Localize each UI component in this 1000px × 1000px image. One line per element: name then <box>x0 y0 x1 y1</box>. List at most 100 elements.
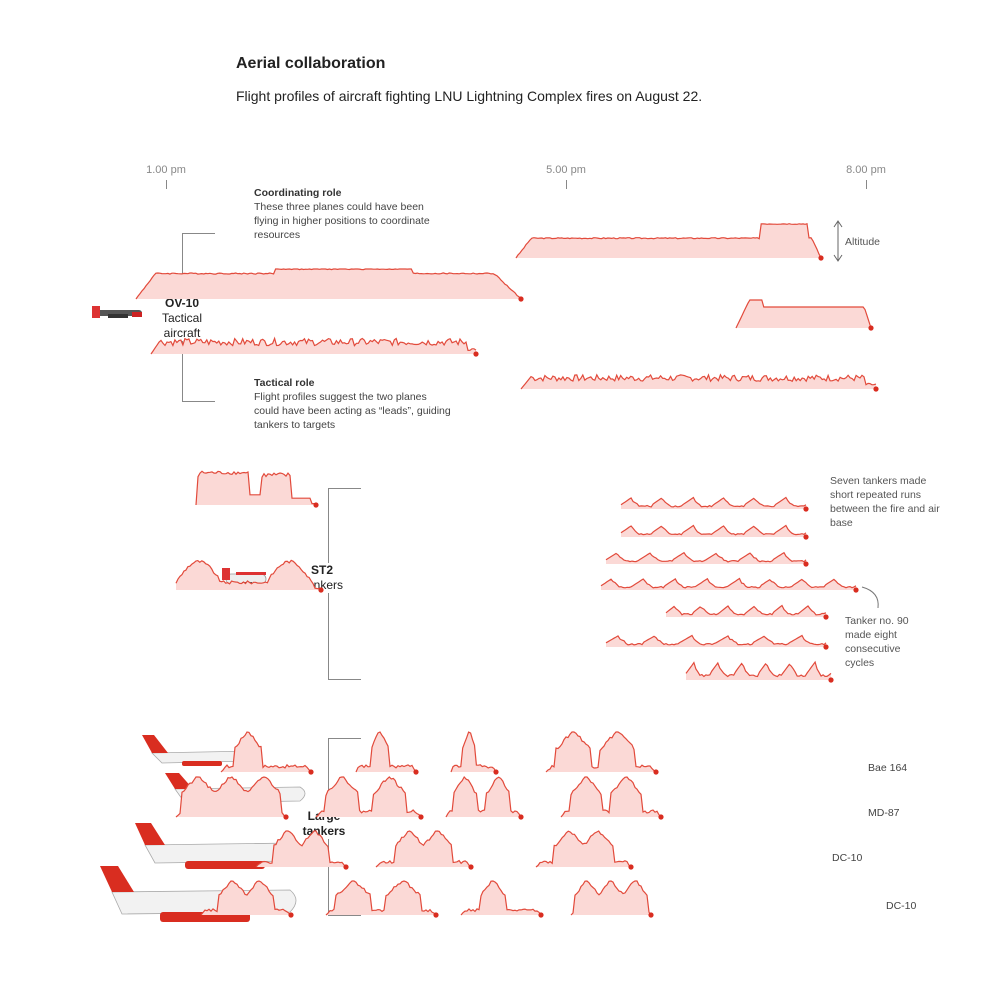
ov10-group-label: OV-10 Tactical aircraft <box>152 296 212 341</box>
tactical-note-title: Tactical role <box>254 377 315 389</box>
landing-dot <box>868 325 874 331</box>
tick-label-1pm: 1.00 pm <box>146 164 186 176</box>
profile-line <box>560 776 662 818</box>
profile-area <box>621 497 806 509</box>
profile-line <box>520 373 877 390</box>
row-label-dc10-b: DC-10 <box>886 900 917 912</box>
jet-tanker-icon <box>100 735 306 922</box>
landing-dot <box>803 534 809 540</box>
flight-profile-ov10 <box>520 373 879 392</box>
profile-line <box>605 551 807 563</box>
flight-profile-large <box>535 830 634 870</box>
flight-profile-st2 <box>600 577 859 593</box>
flight-profile-large <box>560 776 664 820</box>
profile-line <box>255 830 347 868</box>
landing-dot <box>433 912 439 918</box>
flight-profile-large <box>570 880 654 918</box>
landing-dot <box>288 912 294 918</box>
landing-dot <box>308 769 314 775</box>
profile-area <box>151 338 476 354</box>
profile-line <box>460 880 542 916</box>
profile-line <box>195 470 316 506</box>
profile-line <box>605 634 827 646</box>
coordinating-note: Coordinating role These three planes cou… <box>254 186 444 242</box>
ov10-desc: Tactical aircraft <box>161 311 202 340</box>
landing-dot <box>313 502 319 508</box>
landing-dot <box>853 587 859 593</box>
landing-dot <box>473 351 479 357</box>
profile-area <box>196 471 316 505</box>
chart-subtitle: Flight profiles of aircraft fighting LNU… <box>236 88 703 104</box>
flight-profile-large <box>445 775 524 820</box>
ov10-plane-icon <box>92 306 142 318</box>
landing-dot <box>803 561 809 567</box>
flight-profile-st2 <box>665 604 829 620</box>
flight-profile-large <box>315 776 424 820</box>
profile-area <box>176 777 286 817</box>
profile-area <box>606 552 806 564</box>
profile-area <box>326 881 436 915</box>
profile-line <box>570 880 652 916</box>
profile-line <box>375 830 472 868</box>
chart-title: Aerial collaboration <box>236 55 386 72</box>
profile-line <box>135 268 522 300</box>
profile-area <box>621 525 806 537</box>
landing-dot <box>518 296 524 302</box>
landing-dot <box>283 814 289 820</box>
flight-profile-large <box>355 731 419 775</box>
landing-dot <box>873 386 879 392</box>
ov10-name: OV-10 <box>164 296 200 310</box>
profile-line <box>685 660 832 678</box>
landing-dot <box>823 614 829 620</box>
flight-profile-ov10 <box>515 223 824 261</box>
tactical-note-text: Flight profiles suggest the two planes c… <box>254 391 451 431</box>
landing-dot <box>658 814 664 820</box>
tick-mark-8pm <box>866 180 867 189</box>
row-label-dc10-a: DC-10 <box>832 852 863 864</box>
profile-line <box>735 299 872 329</box>
profile-line <box>315 776 422 818</box>
landing-dot <box>468 864 474 870</box>
flight-profile-st2 <box>175 559 324 593</box>
flight-profile-st2 <box>685 660 834 683</box>
profile-line <box>620 524 807 536</box>
landing-dot <box>823 644 829 650</box>
profile-line <box>220 731 312 773</box>
altitude-arrow <box>833 220 843 262</box>
landing-dot <box>628 864 634 870</box>
tick-label-8pm: 8.00 pm <box>846 164 886 176</box>
profile-area <box>571 881 651 915</box>
profile-line <box>355 731 417 773</box>
profile-area <box>446 777 521 817</box>
profile-line <box>535 830 632 868</box>
seven-tankers-note: Seven tankers made short repeated runs b… <box>830 475 940 529</box>
landing-dot <box>413 769 419 775</box>
altitude-label: Altitude <box>845 236 881 248</box>
profile-line <box>200 880 292 916</box>
profile-area <box>666 605 826 617</box>
profile-area <box>461 881 541 915</box>
profile-area <box>176 560 321 590</box>
flight-profile-large <box>255 830 349 870</box>
profile-line <box>545 731 657 773</box>
landing-dot <box>803 506 809 512</box>
flight-profile-large <box>460 880 544 918</box>
landing-dot <box>343 864 349 870</box>
flight-profile-large <box>200 880 294 918</box>
profile-area <box>516 223 821 258</box>
profile-line <box>665 604 827 616</box>
tick-mark-5pm <box>566 180 567 189</box>
coordinating-note-title: Coordinating role <box>254 187 342 199</box>
profile-area <box>376 831 471 867</box>
landing-dot <box>538 912 544 918</box>
tactical-note: Tactical role Flight profiles suggest th… <box>254 376 454 432</box>
profile-area <box>736 300 871 328</box>
profile-area <box>136 269 521 299</box>
landing-dot <box>518 814 524 820</box>
profile-line <box>175 776 287 818</box>
profile-area <box>601 578 856 590</box>
tanker90-note: Tanker no. 90 made eight consecutive cyc… <box>845 615 909 669</box>
flight-profile-large <box>450 731 499 775</box>
flight-profile-st2 <box>620 524 809 540</box>
